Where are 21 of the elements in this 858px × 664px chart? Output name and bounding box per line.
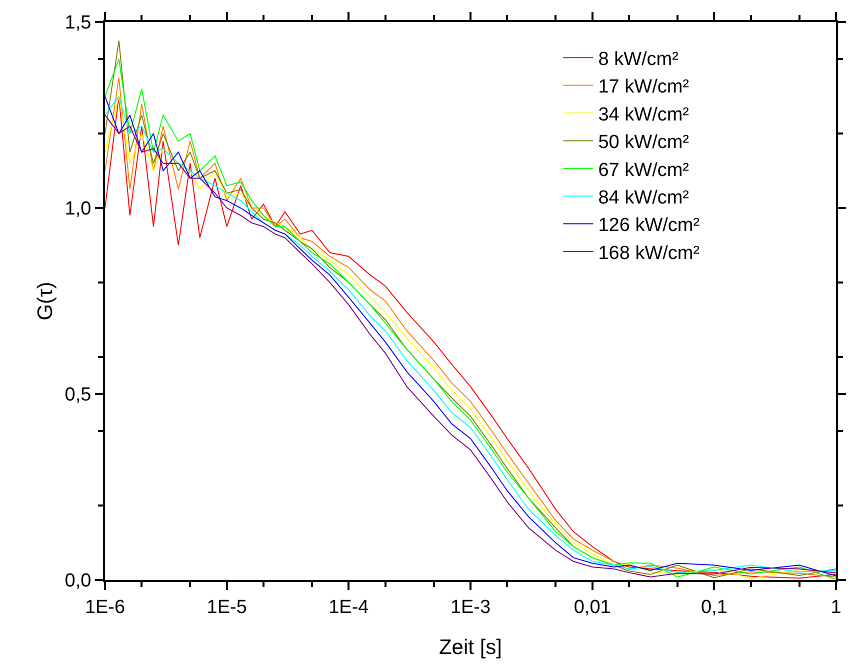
y-tick-label: 1,5 <box>64 12 92 34</box>
legend-label: 50 kW/cm² <box>598 132 689 154</box>
legend-label: 84 kW/cm² <box>598 188 689 208</box>
legend-label: 8 kW/cm² <box>598 49 678 70</box>
y-tick-label: 1,0 <box>64 198 92 220</box>
legend-label: 168 kW/cm² <box>598 242 700 264</box>
x-tick-label: 1E-4 <box>328 596 370 618</box>
y-axis-title: G(τ) <box>34 282 57 320</box>
x-tick-label: 1E-6 <box>84 596 126 618</box>
x-axis-title: Zeit [s] <box>438 636 502 659</box>
x-tick-label: 0,01 <box>574 596 611 618</box>
y-tick-label: 0,5 <box>64 384 92 406</box>
legend-label: 67 kW/cm² <box>598 160 689 181</box>
x-tick-label: 0,1 <box>700 596 728 618</box>
legend-label: 34 kW/cm² <box>598 104 689 126</box>
x-tick-label: 1E-5 <box>206 596 247 618</box>
legend-label: 17 kW/cm² <box>598 76 689 98</box>
x-tick-label: 1E-3 <box>450 596 491 618</box>
x-tick-label: 1 <box>830 596 842 618</box>
y-tick-label: 0,0 <box>64 570 92 592</box>
legend-label: 126 kW/cm² <box>598 215 700 236</box>
